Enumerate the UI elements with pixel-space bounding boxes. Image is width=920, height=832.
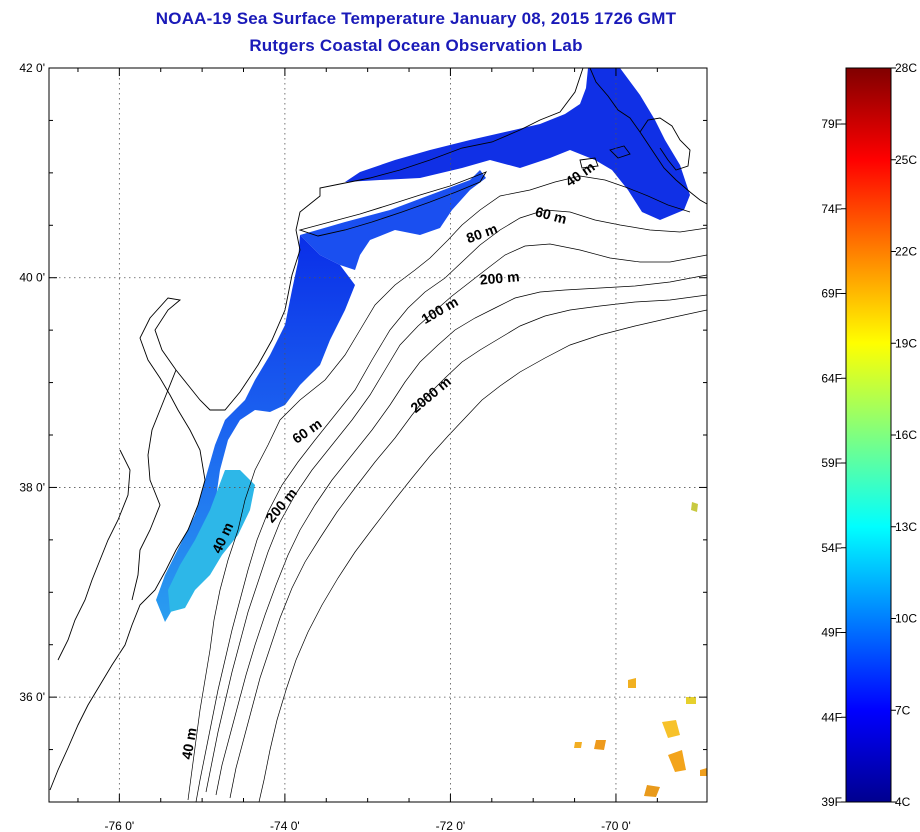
contour-40m [187,175,691,801]
colorbar-label-celsius: 28C [895,61,917,75]
sst-swath-new-england [345,68,690,220]
colorbar-label-celsius: 10C [895,612,917,626]
colorbar-gradient [845,67,892,803]
lon-tick-label: -74 0' [270,819,300,832]
colorbar-label-fahrenheit: 39F [821,795,842,809]
sst-warm-spot-8 [686,697,696,704]
contour-100m [215,274,707,796]
colorbar: 28C 25C 22C 19C 16C 13C 10C 7C 4C 79F 74F 69F 64F 59F… [821,61,917,809]
map-title: NOAA-19 Sea Surface Temperature January … [155,9,677,28]
coastline-mainland [49,68,707,791]
sst-warm-spot-6 [574,742,582,748]
colorbar-label-celsius: 19C [895,336,917,350]
coastline-cape-cod [639,117,691,171]
sst-data-layer [156,68,707,797]
colorbar-label-celsius: 4C [895,795,911,809]
colorbar-label-fahrenheit: 64F [821,371,842,385]
colorbar-ticks: 28C 25C 22C 19C 16C 13C 10C 7C 4C 79F 74F 69F 64F 59F… [821,61,917,809]
map-subtitle: Rutgers Coastal Ocean Observation Lab [249,36,583,55]
lon-tick-label: -76 0' [105,819,135,832]
colorbar-label-fahrenheit: 79F [821,117,842,131]
sst-warm-spot-2 [662,720,680,738]
colorbar-label-celsius: 22C [895,245,917,259]
lat-tick-label: 40 0' [19,271,45,285]
sst-warm-spot-9 [700,768,707,776]
sst-swath-delmarva [168,470,255,612]
map-background [49,68,707,802]
coastline-layer [49,68,707,791]
lat-tick-label: 38 0' [19,480,45,494]
colorbar-label-fahrenheit: 49F [821,626,842,640]
contour-60m [195,209,707,802]
sst-warm-spot-5 [644,785,660,797]
contour-80m [205,243,707,793]
colorbar-label-fahrenheit: 59F [821,456,842,470]
lat-tick-label: 42 0' [19,61,45,75]
contour-label: 200 m [479,268,520,287]
colorbar-label-fahrenheit: 74F [821,202,842,216]
contour-label: 40 m [178,726,199,760]
colorbar-label-fahrenheit: 54F [821,541,842,555]
coastline-islands [579,145,631,169]
bathymetry-contours [187,175,707,802]
coastline-chesapeake [57,369,177,661]
lat-tick-label: 36 0' [19,690,45,704]
colorbar-label-celsius: 13C [895,520,917,534]
map-area [49,68,707,802]
colorbar-label-fahrenheit: 44F [821,710,842,724]
colorbar-label-celsius: 16C [895,428,917,442]
sst-warm-spot-4 [628,678,636,688]
contour-200m [229,294,707,799]
map-axes: 42 0' 40 0' 38 0' 36 0' -76 0' -74 0' -72 0' -7… [19,61,707,832]
sst-swath-long-island-sound [300,170,486,270]
contour-label: 60 m [534,203,569,227]
sst-warm-spot-1 [668,750,686,772]
contour-2000m [258,309,707,802]
colorbar-label-fahrenheit: 69F [821,287,842,301]
colorbar-label-celsius: 25C [895,153,917,167]
lon-tick-label: -72 0' [436,819,466,832]
sst-warm-spot-7 [691,502,698,512]
sst-warm-spot-3 [594,740,606,750]
colorbar-label-celsius: 7C [895,703,911,717]
coastline-long-island [298,171,488,237]
lon-tick-label: -70 0' [601,819,631,832]
